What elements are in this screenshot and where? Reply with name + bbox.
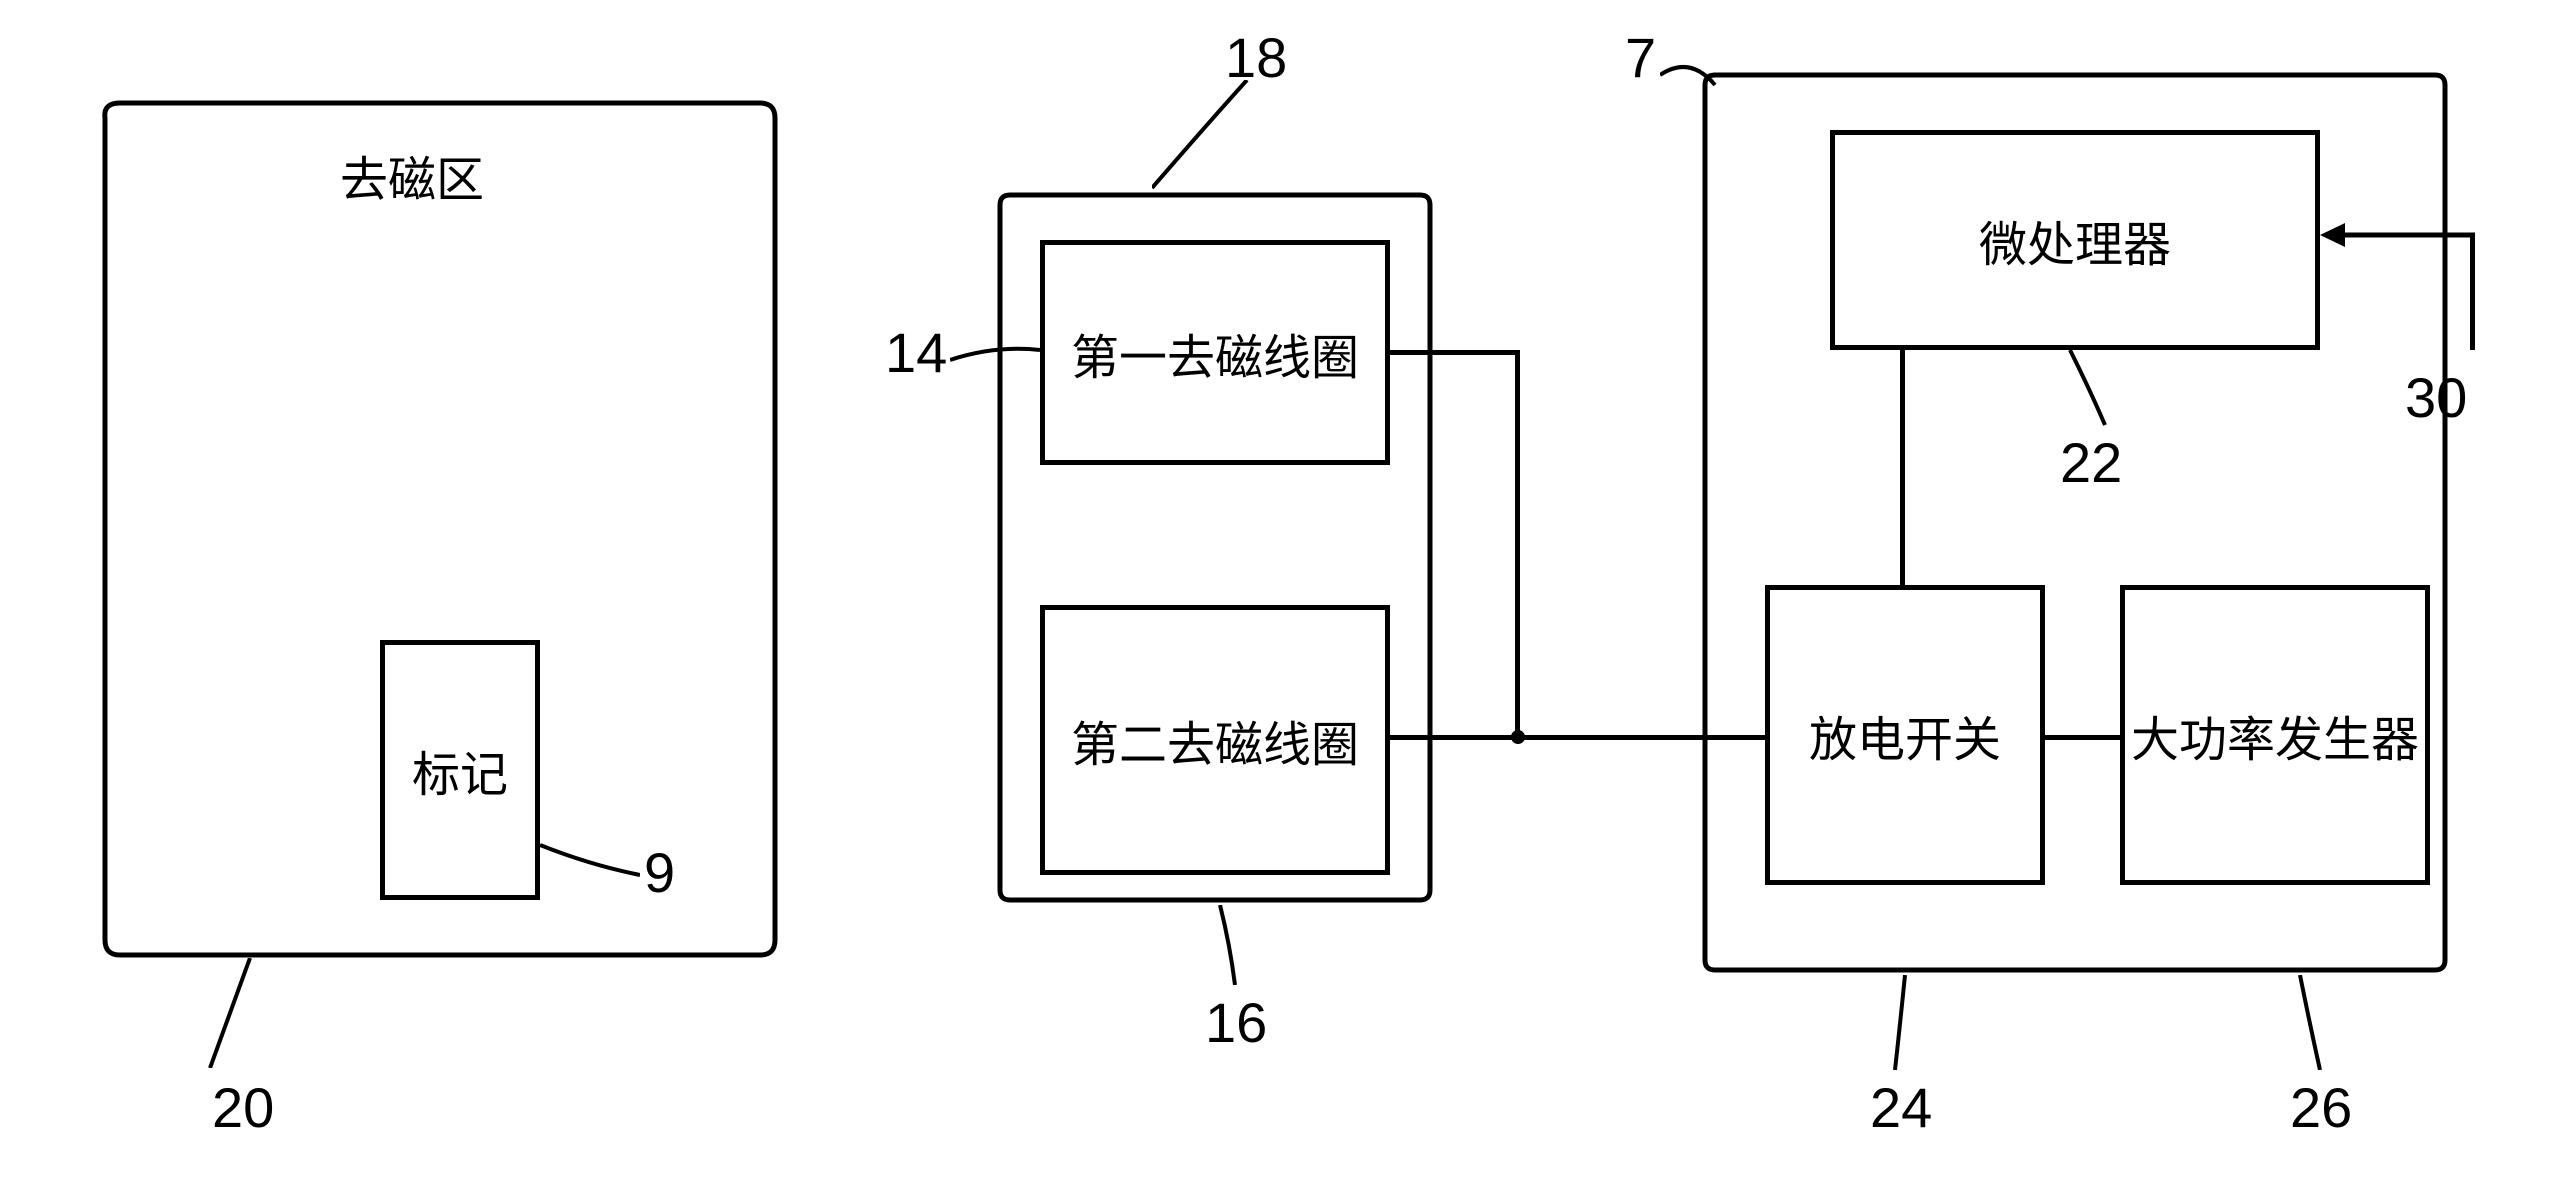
power-gen-label: 大功率发生器 — [2131, 700, 2419, 770]
ref-label-26: 26 — [2290, 1075, 2352, 1140]
marker-label: 标记 — [412, 735, 508, 805]
connection-line — [2470, 235, 2475, 350]
processor-label: 微处理器 — [1979, 205, 2171, 275]
power-gen-block: 大功率发生器 — [2120, 585, 2430, 885]
input-arrow — [2320, 205, 2475, 265]
ref-label-14: 14 — [885, 320, 947, 385]
demag-zone-title: 去磁区 — [340, 140, 484, 210]
junction-dot — [1511, 730, 1525, 744]
coil2-label: 第二去磁线圈 — [1071, 705, 1359, 775]
coil2-block: 第二去磁线圈 — [1040, 605, 1390, 875]
connection-line — [1515, 350, 1520, 740]
marker-block: 标记 — [380, 640, 540, 900]
connection-line — [2045, 735, 2120, 740]
connection-line — [1900, 350, 1905, 585]
ref-label-30: 30 — [2405, 365, 2467, 430]
processor-block: 微处理器 — [1830, 130, 2320, 350]
ref-label-9: 9 — [644, 840, 675, 905]
coil1-block: 第一去磁线圈 — [1040, 240, 1390, 465]
ref-label-7: 7 — [1625, 25, 1656, 90]
ref-label-22: 22 — [2060, 430, 2122, 495]
discharge-switch-block: 放电开关 — [1765, 585, 2045, 885]
ref-label-24: 24 — [1870, 1075, 1932, 1140]
connection-line — [1390, 735, 1765, 740]
ref-label-16: 16 — [1205, 990, 1267, 1055]
coil1-label: 第一去磁线圈 — [1071, 318, 1359, 388]
connection-line — [1390, 350, 1520, 355]
ref-label-20: 20 — [212, 1075, 274, 1140]
discharge-switch-label: 放电开关 — [1809, 700, 2001, 770]
